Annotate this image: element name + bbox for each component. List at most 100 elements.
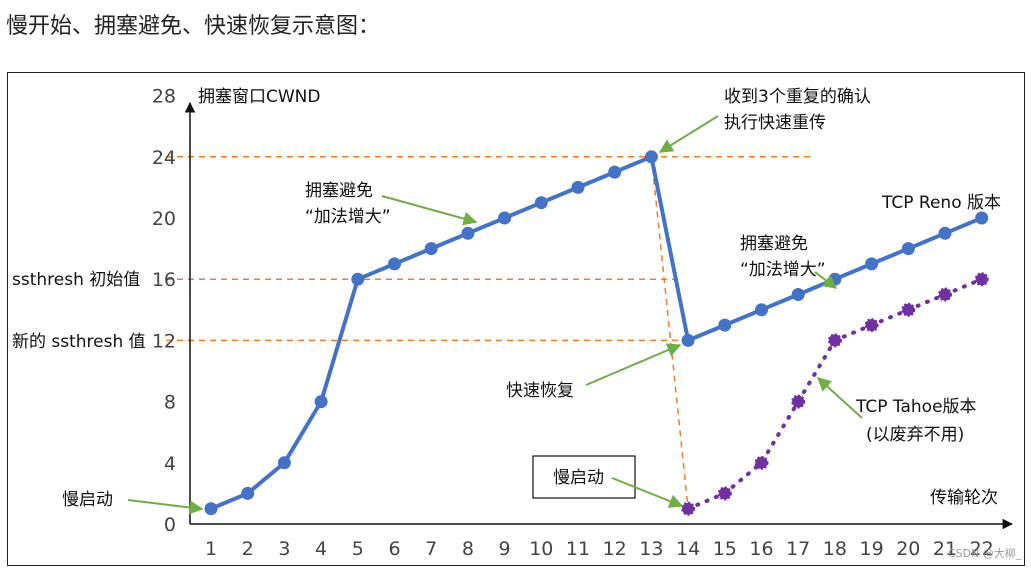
data-point (755, 303, 768, 317)
annotation-text: 慢启动 (62, 489, 113, 510)
series-tahoe (681, 272, 989, 516)
x-tick-label: 8 (462, 538, 474, 560)
y-tick-label: 24 (152, 147, 176, 169)
series-line (210, 154, 983, 511)
y-tick-label: 28 (152, 86, 176, 108)
annotation-text-line1: 收到3个重复的确认 (724, 87, 871, 107)
annotation-arrow (127, 499, 204, 515)
data-point (827, 333, 842, 348)
data-point (277, 456, 291, 470)
annotation-text-line2: (以废弃不用) (866, 425, 964, 445)
data-point (791, 394, 806, 409)
y-tick-label: 12 (152, 330, 176, 352)
x-tick-label: 2 (242, 538, 254, 560)
annotation-box (532, 455, 636, 499)
annotation-text: 快速恢复 (506, 381, 574, 401)
y-axis-title: 拥塞窗口CWND (198, 87, 321, 107)
y-tick-label: 0 (164, 514, 176, 536)
data-point (461, 226, 475, 240)
drop-reference-line (650, 156, 689, 509)
x-tick-label: 1 (205, 538, 217, 560)
annotation-text: 慢启动 (553, 467, 604, 488)
data-point (644, 150, 658, 164)
data-point (608, 165, 622, 179)
ssthresh-new-label: 新的 ssthresh 值 (12, 332, 146, 352)
y-tick-label: 16 (152, 269, 176, 291)
x-tick-label: 15 (713, 538, 737, 560)
x-tick-label: 21 (933, 538, 957, 560)
ssthresh-initial-label: ssthresh 初始值 (12, 270, 140, 290)
x-tick-label: 6 (388, 538, 400, 560)
series-reno (204, 150, 989, 516)
x-tick-label: 11 (566, 538, 590, 560)
x-tick-label: 5 (352, 538, 364, 560)
figure-frame (7, 72, 1025, 566)
annotation-slow-start-2: 慢启动 (532, 455, 684, 508)
x-tick-label: 17 (786, 538, 810, 560)
annotation-fast-recovery: 快速恢复 (506, 343, 682, 401)
annotation-arrow (381, 195, 478, 226)
data-point (388, 257, 401, 271)
annotation-tahoe: TCP Tahoe版本 (以废弃不用) (816, 377, 977, 445)
data-point (938, 287, 952, 302)
data-point (571, 180, 585, 194)
annotation-arrow (814, 271, 838, 289)
axes (184, 101, 1014, 530)
annotation-text-line1: TCP Tahoe版本 (855, 397, 977, 417)
x-tick-label: 18 (823, 538, 847, 560)
reno-series-label: TCP Reno 版本 (881, 193, 1001, 213)
annotation-text-line1: 拥塞避免 (305, 181, 373, 201)
x-tick-label: 14 (676, 538, 700, 560)
x-tick-label: 3 (278, 538, 290, 560)
watermark: CSDN @大柳_ (948, 546, 1022, 560)
reference-lines (166, 156, 810, 342)
page-heading: 慢开始、拥塞避免、快速恢复示意图： (6, 14, 381, 39)
annotation-arrow (816, 377, 863, 419)
annotation-arrow (658, 115, 719, 153)
x-tick-label: 7 (425, 538, 437, 560)
annotation-text-line2: “加法增大” (740, 260, 826, 280)
annotation-text-line2: 执行快速重传 (724, 113, 826, 133)
y-tick-label: 4 (164, 453, 176, 475)
x-tick-label: 13 (639, 538, 663, 560)
data-point (718, 318, 732, 332)
x-tick-label: 20 (896, 538, 920, 560)
data-point (864, 318, 879, 333)
annotation-congestion-avoidance-1: 拥塞避免 “加法增大” (305, 181, 478, 227)
data-point (681, 333, 695, 347)
series-group (204, 150, 989, 516)
x-axis-title: 传输轮次 (930, 488, 998, 508)
data-point (424, 242, 438, 256)
data-point (351, 272, 365, 286)
data-point (498, 211, 512, 225)
tahoe-drop-line (650, 156, 689, 509)
annotation-congestion-avoidance-2: 拥塞避免 “加法增大” (740, 234, 838, 289)
data-point (791, 288, 805, 301)
data-point (681, 501, 696, 516)
x-tick-label: 9 (499, 538, 511, 560)
x-tick-label: 16 (749, 538, 773, 560)
annotation-text-line2: “加法增大” (305, 207, 391, 227)
data-point (865, 257, 879, 271)
x-tick-label: 22 (970, 538, 994, 560)
data-point (938, 226, 952, 240)
data-point (975, 211, 989, 225)
x-tick-label: 4 (315, 538, 327, 560)
data-point (901, 302, 916, 317)
data-point (241, 486, 255, 500)
data-point (754, 455, 769, 470)
x-tick-label: 10 (529, 538, 553, 560)
annotation-three-duplicate-acks: 收到3个重复的确认 执行快速重传 (658, 87, 871, 153)
x-tick-label: 19 (860, 538, 884, 560)
annotation-slow-start-1: 慢启动 (62, 489, 204, 515)
y-tick-label: 8 (164, 392, 176, 414)
data-point (534, 196, 548, 210)
data-point (901, 242, 915, 256)
data-point (204, 502, 218, 516)
annotation-arrow (611, 477, 684, 508)
data-point (717, 486, 732, 501)
data-point (974, 272, 989, 287)
annotation-text-line1: 拥塞避免 (740, 234, 808, 254)
